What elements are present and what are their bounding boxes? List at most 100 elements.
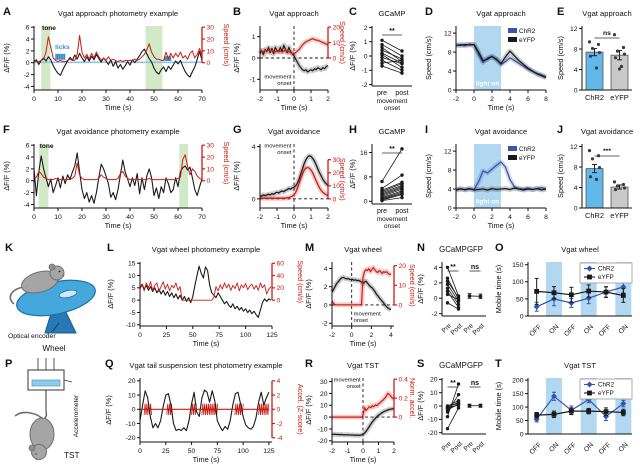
post-point <box>456 401 461 406</box>
pair-line <box>447 402 459 408</box>
y-tick-label: 4 <box>574 67 578 74</box>
x-cat-label: ON <box>583 441 595 453</box>
y2-tick-label: 10 <box>333 183 341 190</box>
data-point <box>621 182 626 187</box>
y2-tick-label: 30 <box>207 25 215 32</box>
gfp-point <box>478 294 483 299</box>
data-point <box>596 42 601 47</box>
y-tick-label: 0 <box>574 87 578 94</box>
y-tick-label: 0 <box>364 53 368 60</box>
x-cat-label: ON <box>548 323 560 335</box>
x-tick-label: 50 <box>150 96 158 103</box>
x-tick-label: 20 <box>78 214 86 221</box>
y-axis-label: ΔF/F (%) <box>104 395 113 425</box>
y-axis-label: Speed (cm/s) <box>424 154 433 198</box>
pair-line <box>381 194 403 201</box>
bar-eYFP <box>610 186 629 209</box>
y2-tick-label: 20 <box>207 154 215 161</box>
y-tick-label: 0 <box>252 196 256 203</box>
panel-letter: H <box>349 124 357 136</box>
y2-axis-label: Speed (cm/s) <box>408 264 417 307</box>
x-cat-label: eYFP <box>610 93 629 102</box>
y-axis-label: ΔF/F (%) <box>304 395 313 425</box>
x-tick-label: 4 <box>389 332 393 339</box>
pre-point <box>380 55 384 60</box>
annotation: onset <box>346 384 361 390</box>
y-tick-label: 4 <box>574 185 578 192</box>
pair-line <box>447 294 459 301</box>
pair-line <box>381 39 403 52</box>
shaded-band <box>474 144 501 208</box>
mouse-nose <box>62 274 65 277</box>
x-axis-label: Time (s) <box>193 339 220 348</box>
shaded-band <box>38 144 49 208</box>
data-point <box>587 40 592 44</box>
pair-line <box>447 291 459 308</box>
y-tick-label: 0 <box>324 302 328 309</box>
y-tick-label: 0 <box>448 205 452 212</box>
legend-label: eYFP <box>598 390 614 397</box>
x-cat-label: ON <box>618 323 630 335</box>
post-point <box>400 49 404 53</box>
pair-line <box>381 44 403 57</box>
y-tick-label: 10 <box>128 392 136 399</box>
legend-label: eYFP <box>519 155 535 162</box>
y-tick-label: -5 <box>129 310 135 317</box>
trace-GCaMP <box>139 389 270 432</box>
panel-k: K Optical encoder Wheel <box>5 242 96 353</box>
x-cat-label: ON <box>583 323 595 335</box>
y2-tick-label: 0.2 <box>399 396 409 403</box>
chr2-marker <box>586 381 593 388</box>
x-sub-label: movement <box>377 98 408 105</box>
legend-swatch <box>508 37 517 42</box>
bar-ChR2 <box>585 51 604 91</box>
panel-l: L Vgat wheel photometry example -10 -5 0 5 10 1… <box>106 242 305 348</box>
legend-label: ChR2 <box>519 28 536 35</box>
y-axis-label: ΔF/F (%) <box>416 274 425 304</box>
x-tick-label: 25 <box>163 332 171 339</box>
mouse-eye <box>35 453 37 455</box>
x-tick-label: -2 <box>257 214 263 221</box>
post-point <box>400 192 404 197</box>
trace-ChR2 <box>536 395 624 420</box>
x-tick-label: 25 <box>162 448 170 455</box>
x-cat-label: pre <box>377 90 387 97</box>
mouse-nose <box>35 458 38 460</box>
y-axis-label: ΔF/F (%) <box>2 43 11 73</box>
pre-point <box>380 52 384 57</box>
group-label: GCaMP <box>439 361 467 370</box>
y-tick-label: 15 <box>128 261 136 268</box>
panel-title: Vgat avoidance <box>268 127 320 136</box>
y-tick-label: 0 <box>448 87 452 94</box>
post-point <box>400 147 404 151</box>
y-axis-label: ΔF/F (%) <box>232 43 241 73</box>
x-sub-label: movement <box>377 216 408 223</box>
sig-label: ns <box>471 380 479 387</box>
x-tick-label: 8 <box>544 96 548 103</box>
y2-axis-label: Speed (cm/s) <box>338 158 347 201</box>
accelerometer-sensor <box>31 379 61 387</box>
x-tick-label: 0 <box>32 96 36 103</box>
data-point <box>597 51 602 55</box>
pre-point <box>380 38 384 42</box>
y-axis-label: ΔF/F (%) <box>416 391 425 421</box>
pair-line <box>447 404 459 408</box>
y-tick-label: 12 <box>570 144 578 151</box>
panel-letter: B <box>233 6 241 18</box>
post-point <box>456 382 461 386</box>
y2-tick-label: 0 <box>333 55 337 62</box>
x-cat-label: ChR2 <box>585 211 604 220</box>
mouse-tail <box>9 286 24 305</box>
y-tick-label: -20 <box>318 438 328 445</box>
panel-letter: G <box>233 124 242 136</box>
y2-tick-label: -4 <box>277 435 283 442</box>
x-tick-label: 0 <box>350 332 354 339</box>
x-cat-label: OFF <box>563 441 578 456</box>
x-tick-label: -1 <box>274 96 280 103</box>
y-tick-label: 4 <box>448 68 452 75</box>
legend-label: eYFP <box>598 274 614 281</box>
x-axis-label: Time (s) <box>281 221 308 230</box>
y2-tick-label: 10 <box>399 283 407 290</box>
panel-letter: K <box>5 242 13 254</box>
